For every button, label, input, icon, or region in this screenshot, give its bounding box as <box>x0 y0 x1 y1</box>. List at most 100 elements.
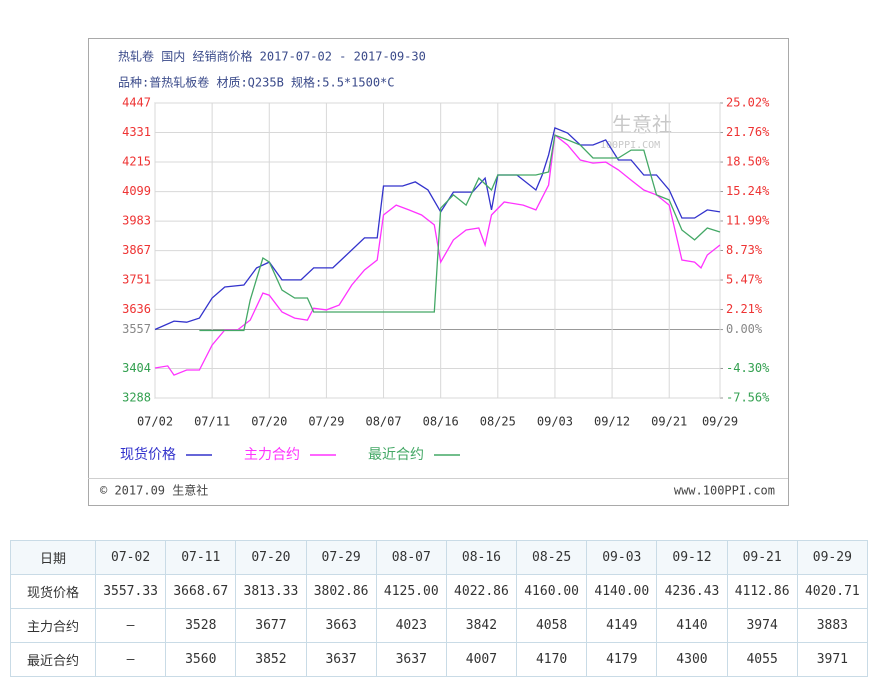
y-tick-label: 4447 <box>122 96 151 110</box>
table-cell: 3883 <box>796 608 869 643</box>
y-tick-label: 4331 <box>122 125 151 139</box>
table-cell: 3974 <box>726 608 798 643</box>
series-line <box>154 133 721 376</box>
table-row: 主力合约 –3528 3677 3663 4023 3842 4058 4149 4140 397… <box>10 608 869 643</box>
table-cell: 3668.67 <box>165 574 237 609</box>
table-cell: 3557.33 <box>94 574 167 609</box>
x-tick-label: 08/07 <box>365 415 401 429</box>
table-cell: 4023 <box>375 608 447 643</box>
y2-tick-label: -4.30% <box>726 361 770 375</box>
x-tick-label: 07/20 <box>251 415 287 429</box>
y2-tick-label: 2.21% <box>726 302 763 316</box>
x-tick-label: 09/12 <box>594 415 630 429</box>
y-tick-label: 3288 <box>122 391 151 405</box>
table-cell: 4300 <box>656 642 728 677</box>
y-tick-label: 3751 <box>122 273 151 287</box>
table-cell: 3813.33 <box>235 574 307 609</box>
y-tick-label: 3867 <box>122 243 151 257</box>
watermark-site: 100PPI.COM <box>600 140 660 151</box>
table-cell: 4058 <box>516 608 588 643</box>
table-cell: 3677 <box>235 608 307 643</box>
table-cell: 09-29 <box>796 540 869 575</box>
table-cell: 4149 <box>586 608 658 643</box>
y-tick-label: 4215 <box>122 155 151 169</box>
table-cell: 09-12 <box>656 540 728 575</box>
y2-tick-label: 8.73% <box>726 243 763 257</box>
table-cell: 3852 <box>235 642 307 677</box>
y-tick-label: 3557 <box>122 322 151 336</box>
table-cell: 4007 <box>445 642 518 677</box>
y2-tick-label: 15.24% <box>726 184 770 198</box>
table-cell: 08-16 <box>445 540 518 575</box>
y-tick-label: 3636 <box>122 302 151 316</box>
legend-label: 最近合约 <box>368 447 424 463</box>
table-cell: 现货价格 <box>10 574 96 609</box>
chart-frame <box>88 38 789 506</box>
table-cell: 4140.00 <box>586 574 658 609</box>
x-tick-label: 09/29 <box>702 415 738 429</box>
table-row: 日期 07-02 07-11 07-20 07-29 08-07 08-16 08-25 09-… <box>10 540 869 575</box>
table-cell: 07-02 <box>94 540 167 575</box>
x-tick-label: 07/29 <box>308 415 344 429</box>
table-cell: 4022.86 <box>445 574 518 609</box>
series-line <box>154 127 721 331</box>
table-cell: 日期 <box>10 540 96 575</box>
data-table: 日期 07-02 07-11 07-20 07-29 08-07 08-16 08-25 09-… <box>10 540 869 677</box>
y-tick-label: 3404 <box>122 361 151 375</box>
table-cell: 最近合约 <box>10 642 96 677</box>
x-tick-label: 07/11 <box>194 415 230 429</box>
table-cell: 3663 <box>305 608 377 643</box>
chart: 热轧卷 国内 经销商价格 2017-07-02 - 2017-09-30 品种:… <box>88 38 789 506</box>
table-cell: 08-25 <box>516 540 588 575</box>
table-cell: 3802.86 <box>305 574 377 609</box>
x-tick-label: 09/03 <box>537 415 573 429</box>
y2-tick-label: 0.00% <box>726 322 763 336</box>
table-cell: 4140 <box>656 608 728 643</box>
legend-label: 主力合约 <box>244 447 300 463</box>
table-cell: 4125.00 <box>375 574 447 609</box>
table-cell: 4236.43 <box>656 574 728 609</box>
y-tick-label: 4099 <box>122 184 151 198</box>
x-tick-label: 08/25 <box>480 415 516 429</box>
table-cell: 08-07 <box>375 540 447 575</box>
chart-subtitle: 品种:普热轧板卷 材质:Q235B 规格:5.5*1500*C <box>118 75 395 90</box>
table-cell: 4055 <box>726 642 798 677</box>
table-cell: 09-21 <box>726 540 798 575</box>
table-cell: 4160.00 <box>516 574 588 609</box>
table-cell: 4020.71 <box>796 574 869 609</box>
x-tick-label: 08/16 <box>423 415 459 429</box>
table-cell: 07-29 <box>305 540 377 575</box>
table-cell: 3637 <box>305 642 377 677</box>
table-cell: 3560 <box>165 642 237 677</box>
y2-tick-label: 25.02% <box>726 96 770 110</box>
table-row: 最近合约 –3560 3852 3637 3637 4007 4170 4179 4300 405… <box>10 642 869 677</box>
y2-tick-label: 21.76% <box>726 125 770 139</box>
table-cell: 3971 <box>796 642 869 677</box>
table-cell: – <box>94 608 167 643</box>
y2-tick-label: -7.56% <box>726 391 770 405</box>
table-cell: 4170 <box>516 642 588 677</box>
table-cell: 4179 <box>586 642 658 677</box>
x-tick-label: 09/21 <box>651 415 687 429</box>
website: www.100PPI.com <box>674 484 775 498</box>
y2-tick-label: 11.99% <box>726 213 770 227</box>
table-cell: 3528 <box>165 608 237 643</box>
table-cell: 主力合约 <box>10 608 96 643</box>
table-cell: 3637 <box>375 642 447 677</box>
table-cell: 4112.86 <box>726 574 798 609</box>
y2-tick-label: 5.47% <box>726 273 763 287</box>
table-cell: – <box>94 642 167 677</box>
series-line <box>199 134 721 332</box>
chart-title: 热轧卷 国内 经销商价格 2017-07-02 - 2017-09-30 <box>118 49 426 64</box>
table-cell: 3842 <box>445 608 518 643</box>
table-cell: 07-11 <box>165 540 237 575</box>
table-cell: 07-20 <box>235 540 307 575</box>
source: © 2017.09 生意社 <box>100 483 208 498</box>
table-row: 现货价格 3557.33 3668.67 3813.33 3802.86 4125.00 4… <box>10 574 869 609</box>
table-cell: 09-03 <box>586 540 658 575</box>
y2-tick-label: 18.50% <box>726 155 770 169</box>
x-tick-label: 07/02 <box>137 415 173 429</box>
y-tick-label: 3983 <box>122 214 151 228</box>
legend-label: 现货价格 <box>120 446 176 463</box>
